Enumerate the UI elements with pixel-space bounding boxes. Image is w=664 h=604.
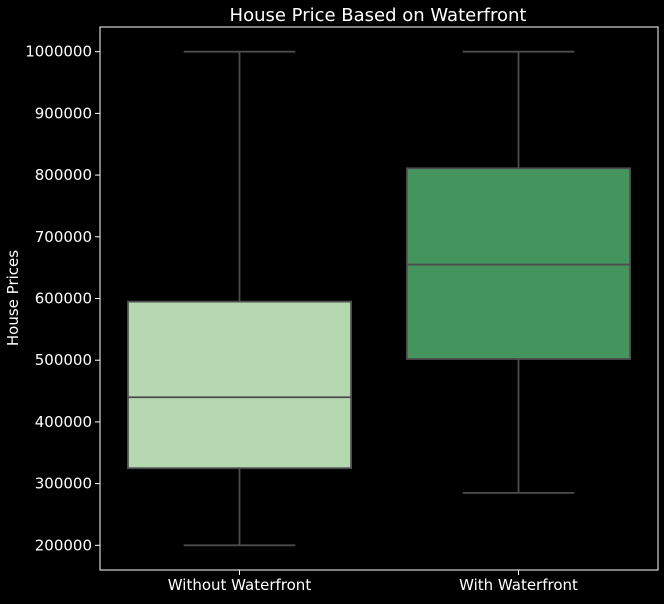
y-tick-label: 600000 <box>35 290 92 308</box>
y-tick-label: 200000 <box>35 536 92 554</box>
y-tick-label: 700000 <box>35 228 92 246</box>
y-tick-label: 800000 <box>35 166 92 184</box>
y-axis: 200000 300000 400000 500000 600000 700000 8000… <box>25 43 100 554</box>
y-tick-label: 900000 <box>35 104 92 122</box>
box-group <box>127 50 352 547</box>
x-tick-label: With Waterfront <box>459 576 578 594</box>
y-tick-label: 400000 <box>35 413 92 431</box>
box-iqr <box>127 300 352 470</box>
x-tick-label: Without Waterfront <box>168 576 312 594</box>
chart-title: House Price Based on Waterfront <box>230 5 527 26</box>
y-axis-label: House Prices <box>4 250 22 346</box>
y-tick-label: 500000 <box>35 351 92 369</box>
boxes-layer <box>127 50 631 547</box>
y-tick-label: 1000000 <box>25 43 92 61</box>
x-axis: Without Waterfront With Waterfront <box>168 570 578 594</box>
box-iqr <box>405 167 631 360</box>
box-group <box>405 50 631 494</box>
y-tick-label: 300000 <box>35 475 92 493</box>
